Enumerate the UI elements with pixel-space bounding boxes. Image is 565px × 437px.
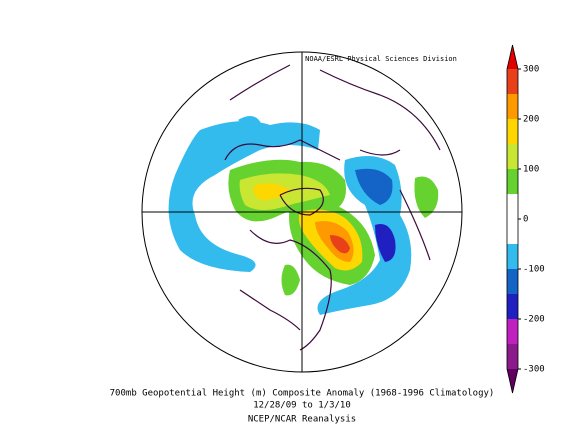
colorbar-segment [507, 94, 518, 119]
colorbar-segment [507, 244, 518, 269]
anomaly-negative [355, 168, 393, 205]
colorbar-tick-label: 0 [523, 215, 528, 225]
colorbar-segment [507, 144, 518, 169]
anomaly-negative [238, 116, 262, 128]
colorbar-segment [507, 294, 518, 319]
colorbar-over [507, 45, 518, 69]
colorbar-tick-label: 100 [523, 165, 539, 175]
anomaly-positive [281, 264, 300, 296]
anomaly-positive [330, 235, 350, 254]
colorbar-segment [507, 219, 518, 244]
map: NOAA/ESRL Physical Sciences Division [141, 51, 463, 373]
colorbar: 300 200 100 0 -100 -200 -300 [506, 44, 545, 394]
colorbar-segment [507, 319, 518, 344]
colorbar-tick-label: 200 [523, 115, 539, 125]
colorbar-tick-label: -100 [523, 265, 545, 275]
colorbar-segment [507, 269, 518, 294]
dates: 12/28/09 to 1/3/10 [253, 401, 351, 411]
colorbar-under [507, 369, 518, 393]
colorbar-tick-label: -200 [523, 315, 545, 325]
anomaly-negative [168, 121, 320, 272]
colorbar-tick-label: 300 [523, 65, 539, 75]
source: NCEP/NCAR Reanalysis [248, 415, 356, 425]
anomaly-positive [414, 176, 439, 218]
credit: NOAA/ESRL Physical Sciences Division [305, 55, 457, 63]
colorbar-segment [507, 69, 518, 94]
anomaly-negative [375, 224, 396, 262]
title: 700mb Geopotential Height (m) Composite … [110, 389, 495, 399]
colorbar-segment [507, 119, 518, 144]
colorbar-tick-label: -300 [523, 365, 545, 375]
colorbar-segment [507, 169, 518, 194]
colorbar-segment [507, 194, 518, 219]
colorbar-segment [507, 344, 518, 369]
